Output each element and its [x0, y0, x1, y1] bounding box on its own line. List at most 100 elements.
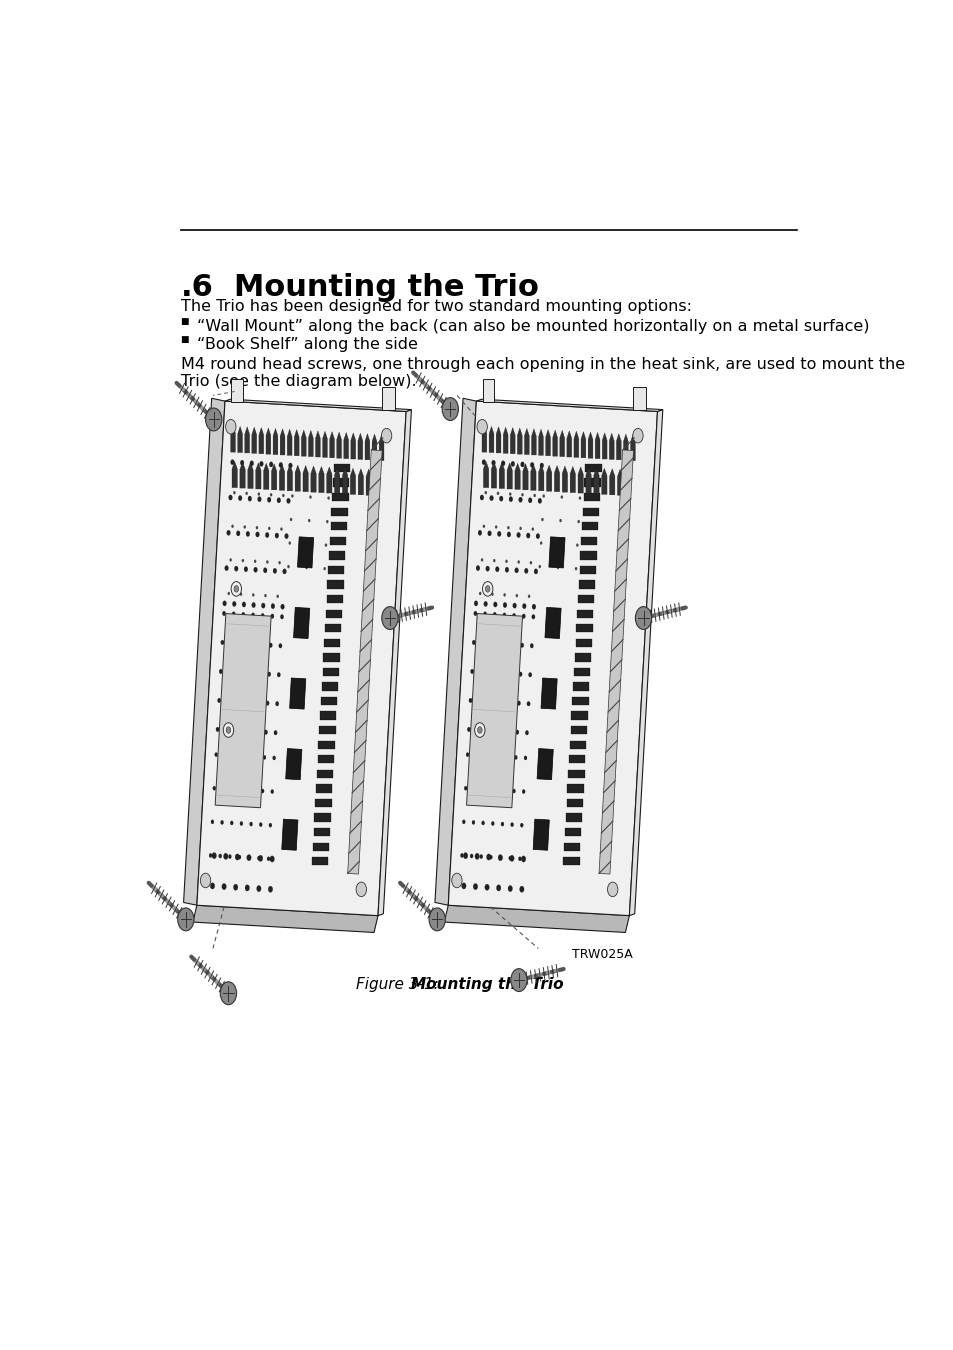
Circle shape	[521, 614, 525, 618]
Circle shape	[474, 601, 477, 606]
Polygon shape	[336, 432, 341, 458]
Circle shape	[245, 491, 248, 495]
Circle shape	[504, 755, 507, 759]
Polygon shape	[294, 464, 300, 491]
Bar	[327, 580, 343, 589]
Circle shape	[213, 786, 215, 790]
Text: The Trio has been designed for two standard mounting options:: The Trio has been designed for two stand…	[180, 300, 691, 315]
Polygon shape	[585, 467, 591, 494]
Polygon shape	[294, 429, 299, 456]
Circle shape	[495, 567, 498, 572]
Circle shape	[520, 462, 524, 467]
Circle shape	[323, 567, 325, 570]
Circle shape	[222, 787, 225, 791]
Polygon shape	[330, 432, 335, 458]
Circle shape	[502, 602, 506, 608]
Circle shape	[269, 462, 273, 467]
Circle shape	[496, 729, 499, 733]
Circle shape	[476, 420, 487, 433]
Circle shape	[231, 641, 233, 645]
Circle shape	[497, 532, 500, 536]
Polygon shape	[623, 435, 628, 460]
Circle shape	[513, 603, 516, 609]
Circle shape	[259, 822, 262, 826]
Circle shape	[233, 753, 236, 757]
Circle shape	[486, 853, 491, 860]
Circle shape	[243, 525, 246, 529]
Circle shape	[236, 699, 240, 703]
Circle shape	[496, 884, 500, 891]
Circle shape	[479, 495, 483, 500]
Circle shape	[240, 821, 243, 826]
Circle shape	[214, 752, 217, 757]
Circle shape	[495, 525, 497, 529]
Circle shape	[477, 726, 481, 733]
Polygon shape	[311, 466, 315, 493]
Circle shape	[498, 856, 501, 860]
Circle shape	[246, 699, 250, 705]
Polygon shape	[476, 400, 662, 412]
Polygon shape	[301, 431, 306, 456]
Bar	[324, 639, 340, 647]
Circle shape	[518, 497, 522, 502]
Polygon shape	[315, 431, 320, 458]
Circle shape	[542, 494, 544, 498]
Circle shape	[256, 701, 259, 705]
Polygon shape	[357, 433, 362, 459]
Circle shape	[243, 755, 247, 759]
Bar	[315, 784, 332, 792]
Circle shape	[531, 528, 534, 531]
Circle shape	[241, 613, 245, 617]
Circle shape	[263, 755, 266, 760]
Polygon shape	[496, 427, 500, 454]
Circle shape	[495, 755, 497, 759]
Bar	[571, 711, 587, 720]
Circle shape	[205, 408, 222, 431]
Polygon shape	[335, 467, 339, 494]
Circle shape	[517, 560, 519, 563]
Circle shape	[218, 855, 221, 859]
Polygon shape	[381, 387, 395, 410]
Circle shape	[489, 495, 493, 501]
Polygon shape	[326, 467, 332, 493]
Circle shape	[254, 729, 257, 734]
Circle shape	[532, 603, 536, 609]
Circle shape	[524, 568, 528, 574]
Bar	[323, 653, 339, 662]
Circle shape	[282, 568, 286, 574]
Circle shape	[269, 824, 272, 828]
Circle shape	[503, 594, 505, 597]
Circle shape	[291, 494, 294, 498]
Circle shape	[526, 702, 530, 706]
Circle shape	[250, 641, 253, 647]
Circle shape	[256, 886, 261, 892]
Circle shape	[278, 644, 282, 648]
Circle shape	[238, 670, 241, 675]
Circle shape	[538, 566, 540, 568]
Circle shape	[509, 497, 512, 502]
Bar	[328, 566, 344, 574]
Polygon shape	[444, 906, 629, 933]
Circle shape	[509, 493, 511, 495]
Circle shape	[223, 722, 233, 737]
Circle shape	[224, 753, 227, 757]
Polygon shape	[522, 463, 528, 490]
Bar	[584, 478, 600, 487]
Circle shape	[238, 855, 241, 859]
Bar	[585, 464, 601, 472]
Polygon shape	[502, 427, 508, 454]
Circle shape	[355, 882, 366, 896]
Bar	[580, 537, 597, 545]
Circle shape	[517, 857, 521, 861]
Circle shape	[473, 883, 477, 890]
Circle shape	[232, 525, 233, 528]
Bar	[329, 551, 345, 559]
Circle shape	[273, 568, 276, 574]
Polygon shape	[601, 433, 606, 459]
Circle shape	[483, 612, 486, 617]
Polygon shape	[196, 401, 406, 915]
Circle shape	[230, 821, 233, 825]
Circle shape	[305, 566, 308, 570]
Circle shape	[505, 560, 507, 563]
Polygon shape	[616, 433, 620, 460]
